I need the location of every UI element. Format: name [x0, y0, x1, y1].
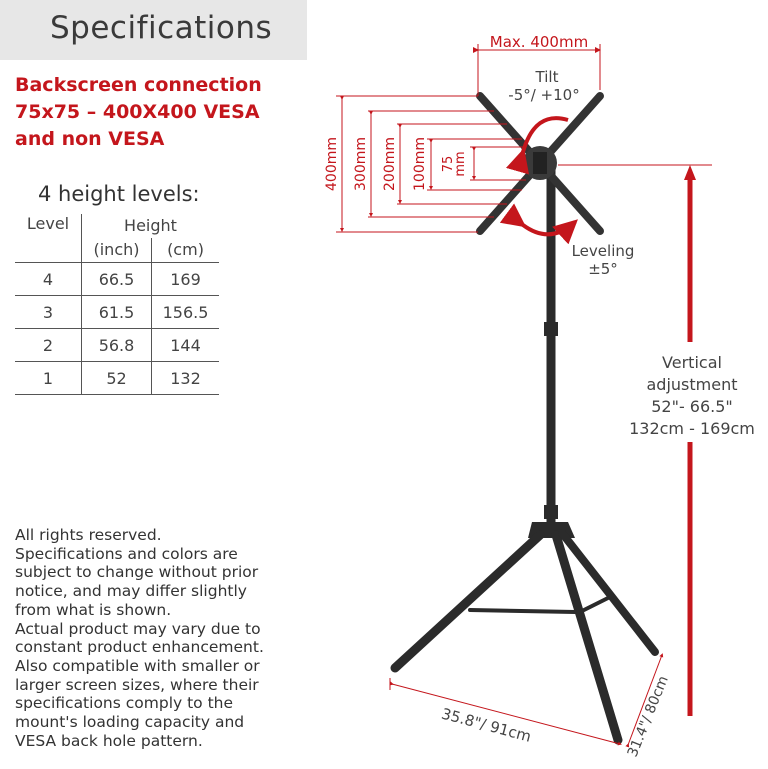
- disclaimer-line: Specifications and colors are: [15, 544, 238, 563]
- cell-level: 3: [15, 295, 82, 329]
- disclaimer-line: All rights reserved.: [15, 526, 162, 544]
- vesa-mount-plate: [476, 92, 604, 235]
- col-inch-header: (inch): [81, 237, 152, 263]
- vertical-adjustment-arrow: [684, 165, 696, 716]
- backscreen-line: 75x75 – 400X400 VESA: [15, 101, 260, 123]
- col-height-header: Height: [124, 216, 177, 236]
- height-levels-title: 4 height levels:: [38, 182, 200, 206]
- cell-level: 4: [15, 262, 82, 296]
- tilt-label: Tilt: [535, 68, 559, 86]
- page-title: Specifications: [50, 10, 273, 46]
- title-banner: Specifications: [0, 0, 307, 60]
- tilt-value: -5°/ +10°: [508, 86, 579, 104]
- pole-clamp: [544, 322, 558, 336]
- cell-level: 1: [15, 361, 82, 395]
- tripod-leg: [558, 529, 659, 656]
- cell-inch: 56.8: [81, 328, 152, 362]
- base-depth-label: 31.4"/ 80cm: [625, 674, 672, 760]
- tripod-leg: [390, 530, 545, 673]
- base-width-label: 35.8"/ 91cm: [439, 705, 533, 746]
- vesa-100-label: 100mm: [412, 137, 428, 191]
- cell-inch: 66.5: [81, 262, 152, 296]
- disclaimer-line: specifications comply to the: [15, 694, 234, 713]
- col-cm-header: (cm): [167, 240, 204, 260]
- pole-clamp: [544, 505, 558, 519]
- dimension-lines: [336, 44, 712, 748]
- disclaimer-line: from what is shown.: [15, 600, 172, 619]
- tilt-arrow-icon: [505, 116, 569, 175]
- table-row: 4 66.5 169: [15, 262, 219, 296]
- cell-level: 2: [15, 328, 82, 362]
- vertical-adjustment-line: 52"- 66.5": [651, 397, 733, 416]
- disclaimer-line: Actual product may vary due to: [15, 619, 261, 638]
- disclaimer-line: mount's loading capacity and: [15, 713, 245, 732]
- vertical-adjustment-line: 132cm - 169cm: [629, 419, 755, 438]
- max-width-label: Max. 400mm: [490, 33, 588, 51]
- backscreen-line: Backscreen connection: [15, 74, 262, 96]
- cell-inch: 52: [81, 361, 152, 395]
- leveling-label: Leveling: [572, 242, 635, 260]
- col-level-header: Level: [15, 214, 82, 263]
- table-row: 1 52 132: [15, 361, 219, 395]
- backscreen-line: and non VESA: [15, 128, 165, 150]
- cell-cm: 156.5: [151, 295, 219, 329]
- vertical-adjustment-line: adjustment: [647, 375, 738, 394]
- cell-cm: 169: [151, 262, 219, 296]
- cell-inch: 61.5: [81, 295, 152, 329]
- cell-cm: 144: [151, 328, 219, 362]
- vesa-200-label: 200mm: [382, 137, 398, 191]
- leveling-value: ±5°: [588, 260, 618, 278]
- cell-cm: 132: [151, 361, 219, 395]
- leveling-arrow-icon: [499, 203, 578, 245]
- vertical-adjustment-line: Vertical: [662, 353, 722, 372]
- disclaimer-line: larger screen sizes, where their: [15, 675, 259, 694]
- vesa-400-label: 400mm: [324, 137, 340, 191]
- backscreen-connection-text: Backscreen connection 75x75 – 400X400 VE…: [15, 72, 262, 153]
- height-levels-table: Level Height (inch) (cm) 4 66.5 169 3 61…: [15, 214, 219, 395]
- disclaimer-line: VESA back hole pattern.: [15, 731, 203, 750]
- vesa-300-label: 300mm: [353, 137, 369, 191]
- table-row: 3 61.5 156.5: [15, 295, 219, 329]
- disclaimer-text: All rights reserved. Specifications and …: [15, 526, 285, 750]
- disclaimer-line: Also compatible with smaller or: [15, 656, 260, 675]
- vesa-75-label: 75: [441, 156, 456, 173]
- disclaimer-line: notice, and may differ slightly: [15, 582, 247, 601]
- vesa-75-unit: mm: [453, 151, 468, 176]
- leg-brace: [468, 608, 577, 614]
- disclaimer-line: constant product enhancement.: [15, 638, 264, 657]
- leg-brace: [578, 594, 614, 614]
- table-row: 2 56.8 144: [15, 328, 219, 362]
- disclaimer-line: subject to change without prior: [15, 563, 259, 582]
